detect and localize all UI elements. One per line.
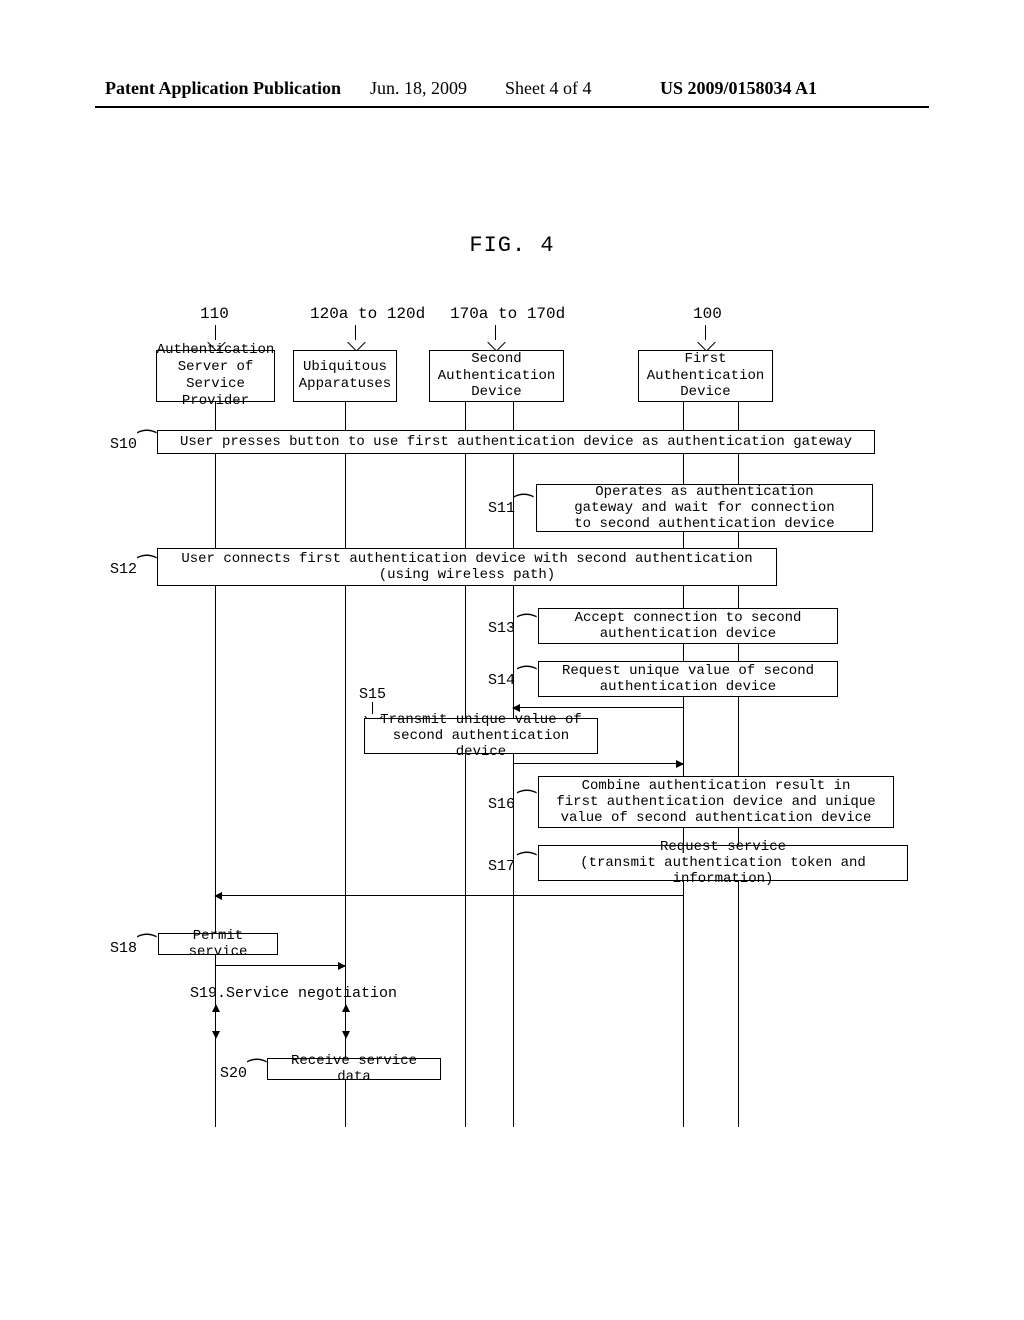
lane2-box: Ubiquitous Apparatuses bbox=[293, 350, 397, 402]
lane4-title: First Authentication Device bbox=[647, 351, 765, 401]
brace-s17: ⁀ bbox=[518, 853, 536, 879]
step-s11-text: Operates as authentication gateway and w… bbox=[574, 484, 834, 532]
page: Patent Application Publication Jun. 18, … bbox=[0, 0, 1024, 1320]
step-s10: User presses button to use first authent… bbox=[157, 430, 875, 454]
step-s11: Operates as authentication gateway and w… bbox=[536, 484, 873, 532]
label-s19-num: S19. bbox=[190, 985, 226, 1002]
label-s10: S10 bbox=[110, 436, 137, 453]
label-s15: S15 bbox=[359, 686, 386, 703]
lane1-box: Authentication Server of Service Provide… bbox=[156, 350, 275, 402]
step-s12: User connects first authentication devic… bbox=[157, 548, 777, 586]
header-pubnum: US 2009/0158034 A1 bbox=[660, 78, 817, 99]
step-s16: Combine authentication result in first a… bbox=[538, 776, 894, 828]
label-s12: S12 bbox=[110, 561, 137, 578]
label-s18: S18 bbox=[110, 940, 137, 957]
step-s14-text: Request unique value of second authentic… bbox=[562, 663, 814, 695]
label-s13: S13 bbox=[488, 620, 515, 637]
step-s20-text: Receive service data bbox=[273, 1053, 435, 1085]
header-rule bbox=[95, 106, 929, 108]
step-s15: Transmit unique value of second authenti… bbox=[364, 718, 598, 754]
brace-s16: ⁀ bbox=[518, 791, 536, 817]
brace-s13: ⁀ bbox=[518, 615, 536, 641]
label-s19-text: Service negotiation bbox=[226, 985, 397, 1002]
step-s16-text: Combine authentication result in first a… bbox=[556, 778, 875, 826]
label-s17: S17 bbox=[488, 858, 515, 875]
step-s17-text: Request service (transmit authentication… bbox=[544, 839, 902, 887]
brace-s10: ⁀ bbox=[138, 431, 156, 457]
label-s11: S11 bbox=[488, 500, 515, 517]
lane2-title: Ubiquitous Apparatuses bbox=[299, 359, 391, 393]
header-sheet: Sheet 4 of 4 bbox=[505, 78, 591, 99]
lane3-box: Second Authentication Device bbox=[429, 350, 564, 402]
arrow-s19-right bbox=[345, 1005, 346, 1038]
brace-s12: ⁀ bbox=[138, 556, 156, 582]
brace-s18: ⁀ bbox=[138, 935, 156, 961]
step-s15-text: Transmit unique value of second authenti… bbox=[370, 712, 592, 760]
lane2-leader bbox=[355, 325, 356, 340]
brace-s20: ⁀ bbox=[248, 1060, 266, 1086]
brace-s14: ⁀ bbox=[518, 667, 536, 693]
arrow-s19-left bbox=[215, 1005, 216, 1038]
step-s18-text: Permit service bbox=[164, 928, 272, 960]
sequence-diagram: 110 Authentication Server of Service Pro… bbox=[110, 305, 930, 1135]
lane1-ref: 110 bbox=[200, 305, 229, 323]
lane4-ref: 100 bbox=[693, 305, 722, 323]
lane1-title: Authentication Server of Service Provide… bbox=[157, 342, 275, 409]
lane2-ref: 120a to 120d bbox=[310, 305, 425, 323]
arrow-s14 bbox=[513, 707, 683, 708]
step-s12-text: User connects first authentication devic… bbox=[181, 551, 752, 583]
step-s10-text: User presses button to use first authent… bbox=[180, 434, 852, 450]
lane4-leader bbox=[705, 325, 706, 340]
label-s14: S14 bbox=[488, 672, 515, 689]
header-left: Patent Application Publication bbox=[105, 78, 341, 99]
lane1-leader bbox=[215, 325, 216, 340]
label-s16: S16 bbox=[488, 796, 515, 813]
lane3-title: Second Authentication Device bbox=[438, 351, 556, 401]
brace-s11: ⁀ bbox=[515, 495, 533, 521]
lane3-leader bbox=[495, 325, 496, 340]
step-s20: Receive service data bbox=[267, 1058, 441, 1080]
lane3-ref: 170a to 170d bbox=[450, 305, 565, 323]
lane4-box: First Authentication Device bbox=[638, 350, 773, 402]
page-header: Patent Application Publication Jun. 18, … bbox=[0, 78, 1024, 108]
header-date: Jun. 18, 2009 bbox=[370, 78, 467, 99]
label-s19: S19.Service negotiation bbox=[190, 985, 397, 1002]
label-s20: S20 bbox=[220, 1065, 247, 1082]
step-s13: Accept connection to second authenticati… bbox=[538, 608, 838, 644]
lane3-lifeline bbox=[465, 402, 466, 1127]
arrow-s18 bbox=[215, 965, 345, 966]
arrow-s15 bbox=[513, 763, 683, 764]
step-s13-text: Accept connection to second authenticati… bbox=[575, 610, 802, 642]
step-s17: Request service (transmit authentication… bbox=[538, 845, 908, 881]
figure-label: FIG. 4 bbox=[0, 233, 1024, 258]
step-s14: Request unique value of second authentic… bbox=[538, 661, 838, 697]
arrow-s17 bbox=[215, 895, 683, 896]
step-s18: Permit service bbox=[158, 933, 278, 955]
